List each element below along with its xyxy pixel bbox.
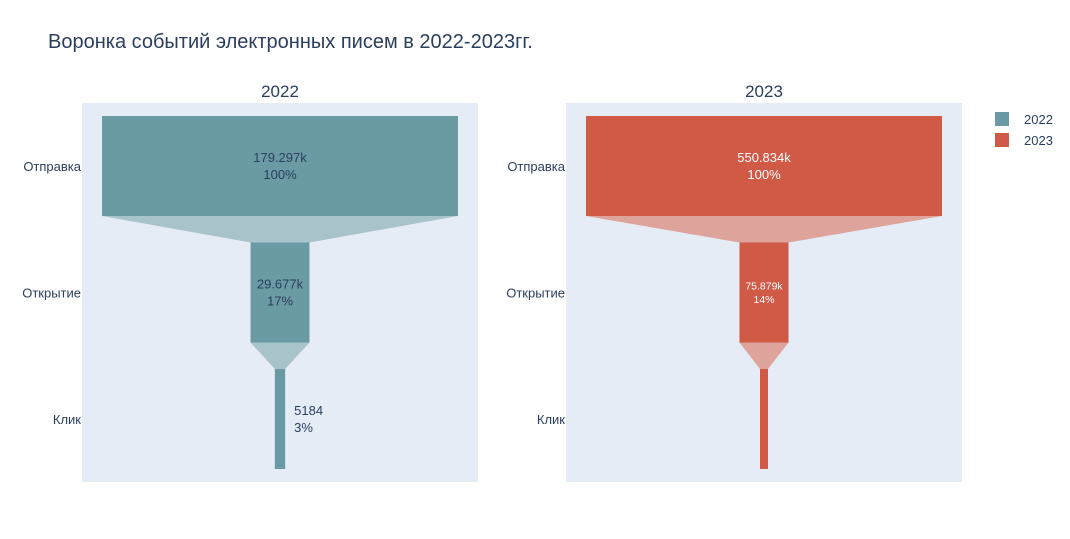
panel-title: 2023 xyxy=(745,82,783,101)
category-label: Открытие xyxy=(22,286,81,301)
funnel-bar-Клик[interactable] xyxy=(760,369,768,469)
value-label: 29.677k xyxy=(257,277,304,292)
funnel-bar-Клик[interactable] xyxy=(274,369,286,469)
funnel-bar-Открытие[interactable] xyxy=(250,242,310,343)
legend: 2022 2023 xyxy=(995,112,1053,148)
funnel-bar-Отправка[interactable] xyxy=(102,116,458,216)
funnel-bar-Отправка[interactable] xyxy=(586,116,942,216)
value-label: 550.834k xyxy=(737,150,791,165)
percent-label: 3% xyxy=(294,420,313,435)
value-label: 75.879k xyxy=(745,280,783,292)
funnel-panel-2023: 2023 Отправка 550.834k 100% Открытие 75.879k 1… xyxy=(506,82,962,482)
funnel-connector xyxy=(250,342,310,369)
percent-label: 14% xyxy=(753,294,774,306)
funnel-panels: 2022 Отправка 179.297k 100% Открытие 29.677k 1… xyxy=(22,82,962,482)
percent-label: 100% xyxy=(747,167,781,182)
legend-swatch xyxy=(995,112,1009,126)
category-label: Отправка xyxy=(507,159,565,174)
funnel-connector xyxy=(586,216,942,243)
category-label: Отправка xyxy=(23,159,81,174)
chart-title: Воронка событий электронных писем в 2022… xyxy=(48,31,533,53)
value-label: 179.297k xyxy=(253,150,307,165)
funnel-connector xyxy=(102,216,458,243)
legend-label: 2023 xyxy=(1024,133,1053,148)
legend-item-2022[interactable]: 2022 xyxy=(995,112,1053,127)
legend-label: 2022 xyxy=(1024,112,1053,127)
category-label: Клик xyxy=(53,412,81,427)
category-label: Клик xyxy=(537,412,565,427)
funnel-panel-2022: 2022 Отправка 179.297k 100% Открытие 29.677k 1… xyxy=(22,82,478,482)
legend-swatch xyxy=(995,133,1009,147)
percent-label: 100% xyxy=(263,167,297,182)
legend-item-2023[interactable]: 2023 xyxy=(995,133,1053,148)
funnel-bar-Открытие[interactable] xyxy=(739,242,789,343)
percent-label: 17% xyxy=(267,294,293,309)
funnel-connector xyxy=(739,342,789,369)
value-label: 5184 xyxy=(294,403,323,418)
category-label: Открытие xyxy=(506,286,565,301)
panel-title: 2022 xyxy=(261,82,299,101)
